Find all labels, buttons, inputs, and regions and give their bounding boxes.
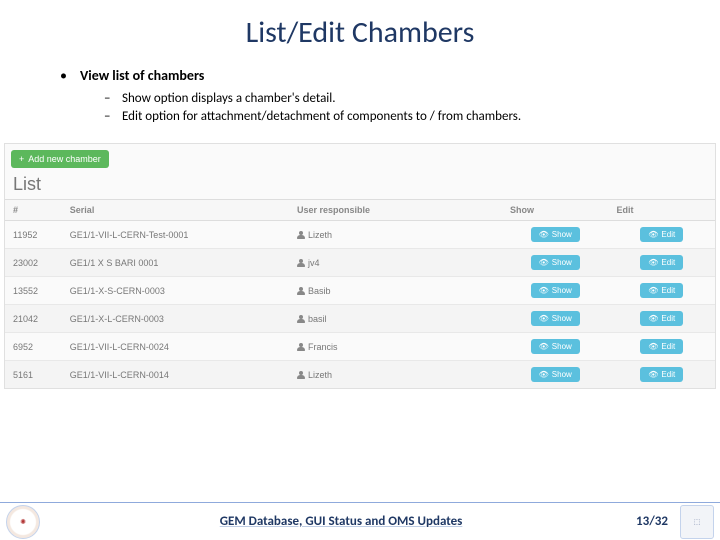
cell-user: Francis [289,333,502,361]
bullet-dash-icon: – [104,108,122,126]
institution-logo-icon: ✺ [6,505,40,539]
eye-icon: 👁 [648,230,658,239]
edit-button-label: Edit [661,342,675,351]
col-serial[interactable]: Serial [62,200,289,221]
table-row: 6952GE1/1-VII-L-CERN-0024Francis👁Show👁Ed… [5,333,715,361]
edit-button[interactable]: 👁Edit [640,311,683,326]
edit-button[interactable]: 👁Edit [640,283,683,298]
show-button[interactable]: 👁Show [531,311,580,326]
add-new-chamber-button[interactable]: + Add new chamber [11,150,109,168]
slide-title: List/Edit Chambers [0,0,720,51]
cell-id: 23002 [5,249,62,277]
user-icon [297,231,305,239]
table-row: 13552GE1/1-X-S-CERN-0003Basib👁Show👁Edit [5,277,715,305]
cell-user: Basib [289,277,502,305]
bullet-sub-2-text: Edit option for attachment/detachment of… [122,108,521,126]
show-button[interactable]: 👁Show [531,255,580,270]
user-icon [297,371,305,379]
eye-icon: 👁 [539,370,549,379]
bullet-dot-icon: • [60,67,80,84]
cell-id: 5161 [5,361,62,389]
col-show: Show [502,200,609,221]
user-icon [297,343,305,351]
cell-serial: GE1/1-VII-L-CERN-Test-0001 [62,221,289,249]
edit-button[interactable]: 👁Edit [640,339,683,354]
show-button-label: Show [552,258,572,267]
show-button[interactable]: 👁Show [531,227,580,242]
col-edit: Edit [608,200,715,221]
cell-serial: GE1/1-VII-L-CERN-0014 [62,361,289,389]
plus-icon: + [19,154,24,164]
eye-icon: 👁 [539,230,549,239]
bullet-main: • View list of chambers [60,67,680,84]
add-button-label: Add new chamber [28,154,101,164]
show-button-label: Show [552,342,572,351]
eye-icon: 👁 [539,258,549,267]
list-heading: List [5,172,715,199]
edit-button-label: Edit [661,230,675,239]
show-button[interactable]: 👁Show [531,339,580,354]
cell-id: 6952 [5,333,62,361]
cell-serial: GE1/1 X S BARI 0001 [62,249,289,277]
eye-icon: 👁 [539,314,549,323]
user-icon [297,259,305,267]
table-header-row: # Serial User responsible Show Edit [5,200,715,221]
show-button-label: Show [552,370,572,379]
edit-button-label: Edit [661,314,675,323]
cell-user: Lizeth [289,361,502,389]
table-row: 23002GE1/1 X S BARI 0001jv4👁Show👁Edit [5,249,715,277]
show-button-label: Show [552,230,572,239]
bullet-sub-1-text: Show option displays a chamber's detail. [122,90,336,108]
eye-icon: 👁 [648,370,658,379]
cell-serial: GE1/1-X-L-CERN-0003 [62,305,289,333]
bullet-sub-2: – Edit option for attachment/detachment … [60,108,680,126]
table-row: 21042GE1/1-X-L-CERN-0003basil👁Show👁Edit [5,305,715,333]
edit-button-label: Edit [661,258,675,267]
cell-user: Lizeth [289,221,502,249]
eye-icon: 👁 [539,286,549,295]
col-user[interactable]: User responsible [289,200,502,221]
cell-user: basil [289,305,502,333]
bullet-sub-1: – Show option displays a chamber's detai… [60,90,680,108]
eye-icon: 👁 [539,342,549,351]
experiment-logo-icon: ⬚ [680,505,714,539]
cell-serial: GE1/1-X-S-CERN-0003 [62,277,289,305]
cell-id: 13552 [5,277,62,305]
edit-button-label: Edit [661,286,675,295]
show-button[interactable]: 👁Show [531,283,580,298]
cell-id: 11952 [5,221,62,249]
embedded-screenshot: + Add new chamber List # Serial User res… [4,143,716,389]
cell-id: 21042 [5,305,62,333]
slide-footer: ✺ GEM Database, GUI Status and OMS Updat… [0,502,720,540]
show-button-label: Show [552,286,572,295]
chambers-table: # Serial User responsible Show Edit 1195… [5,199,715,388]
user-icon [297,315,305,323]
table-row: 11952GE1/1-VII-L-CERN-Test-0001Lizeth👁Sh… [5,221,715,249]
eye-icon: 👁 [648,286,658,295]
edit-button[interactable]: 👁Edit [640,367,683,382]
user-icon [297,287,305,295]
table-row: 5161GE1/1-VII-L-CERN-0014Lizeth👁Show👁Edi… [5,361,715,389]
cell-user: jv4 [289,249,502,277]
edit-button-label: Edit [661,370,675,379]
col-id[interactable]: # [5,200,62,221]
eye-icon: 👁 [648,258,658,267]
cell-serial: GE1/1-VII-L-CERN-0024 [62,333,289,361]
page-number: 13/32 [636,514,668,529]
content-area: • View list of chambers – Show option di… [0,51,720,125]
show-button[interactable]: 👁Show [531,367,580,382]
show-button-label: Show [552,314,572,323]
edit-button[interactable]: 👁Edit [640,227,683,242]
bullet-main-text: View list of chambers [80,67,204,84]
bullet-dash-icon: – [104,90,122,108]
eye-icon: 👁 [648,314,658,323]
eye-icon: 👁 [648,342,658,351]
edit-button[interactable]: 👁Edit [640,255,683,270]
footer-title: GEM Database, GUI Status and OMS Updates [46,514,636,529]
